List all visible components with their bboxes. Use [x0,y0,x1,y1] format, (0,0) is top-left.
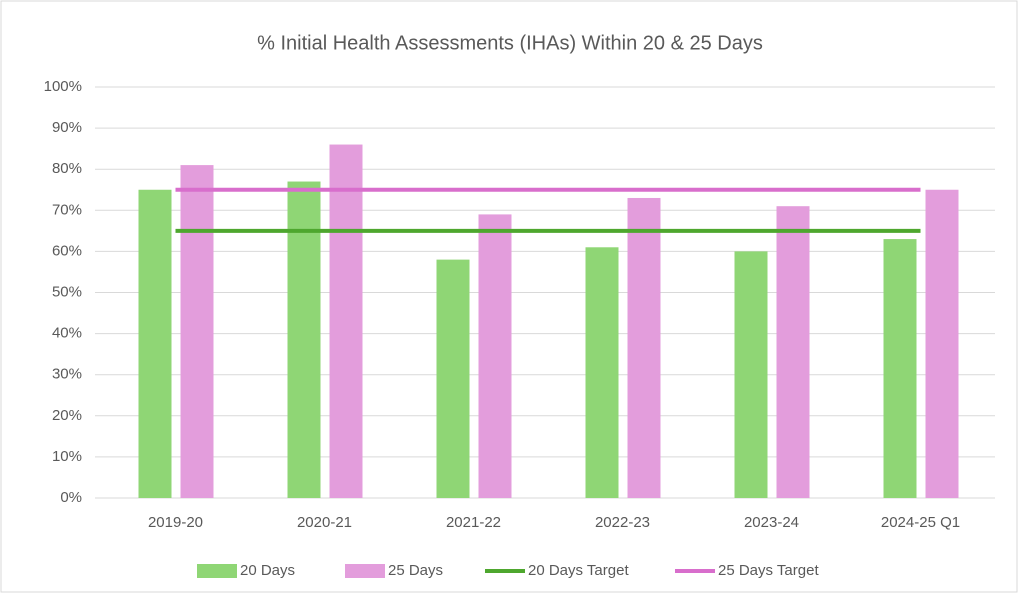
y-tick-label: 60% [52,242,82,259]
bar [180,165,214,498]
x-tick-label: 2022-23 [595,514,650,531]
bar [478,214,512,498]
y-tick-label: 10% [52,448,82,465]
bar [925,189,959,498]
bar [776,206,810,498]
legend-label: 20 Days Target [528,562,629,579]
x-tick-label: 2024-25 Q1 [881,514,960,531]
x-tick-label: 2023-24 [744,514,799,531]
bar [883,239,917,498]
x-tick-label: 2021-22 [446,514,501,531]
y-tick-label: 90% [52,119,82,136]
bar [436,259,470,498]
chart-title: % Initial Health Assessments (IHAs) With… [257,32,763,54]
y-tick-label: 50% [52,283,82,300]
legend-label: 25 Days Target [718,562,819,579]
legend-swatch [197,564,237,578]
y-tick-label: 0% [60,489,82,506]
y-tick-label: 20% [52,407,82,424]
y-tick-label: 40% [52,325,82,342]
bar [627,197,661,498]
legend-label: 20 Days [240,562,295,579]
legend-swatch [345,564,385,578]
y-tick-label: 30% [52,366,82,383]
bar [734,251,768,498]
bar [329,144,363,499]
y-tick-label: 80% [52,160,82,177]
y-tick-label: 70% [52,201,82,218]
x-tick-label: 2019-20 [148,514,203,531]
bar [287,181,321,498]
legend-label: 25 Days [388,562,443,579]
x-tick-label: 2020-21 [297,514,352,531]
y-tick-label: 100% [44,78,82,95]
bar [138,189,172,498]
bar [585,247,619,498]
